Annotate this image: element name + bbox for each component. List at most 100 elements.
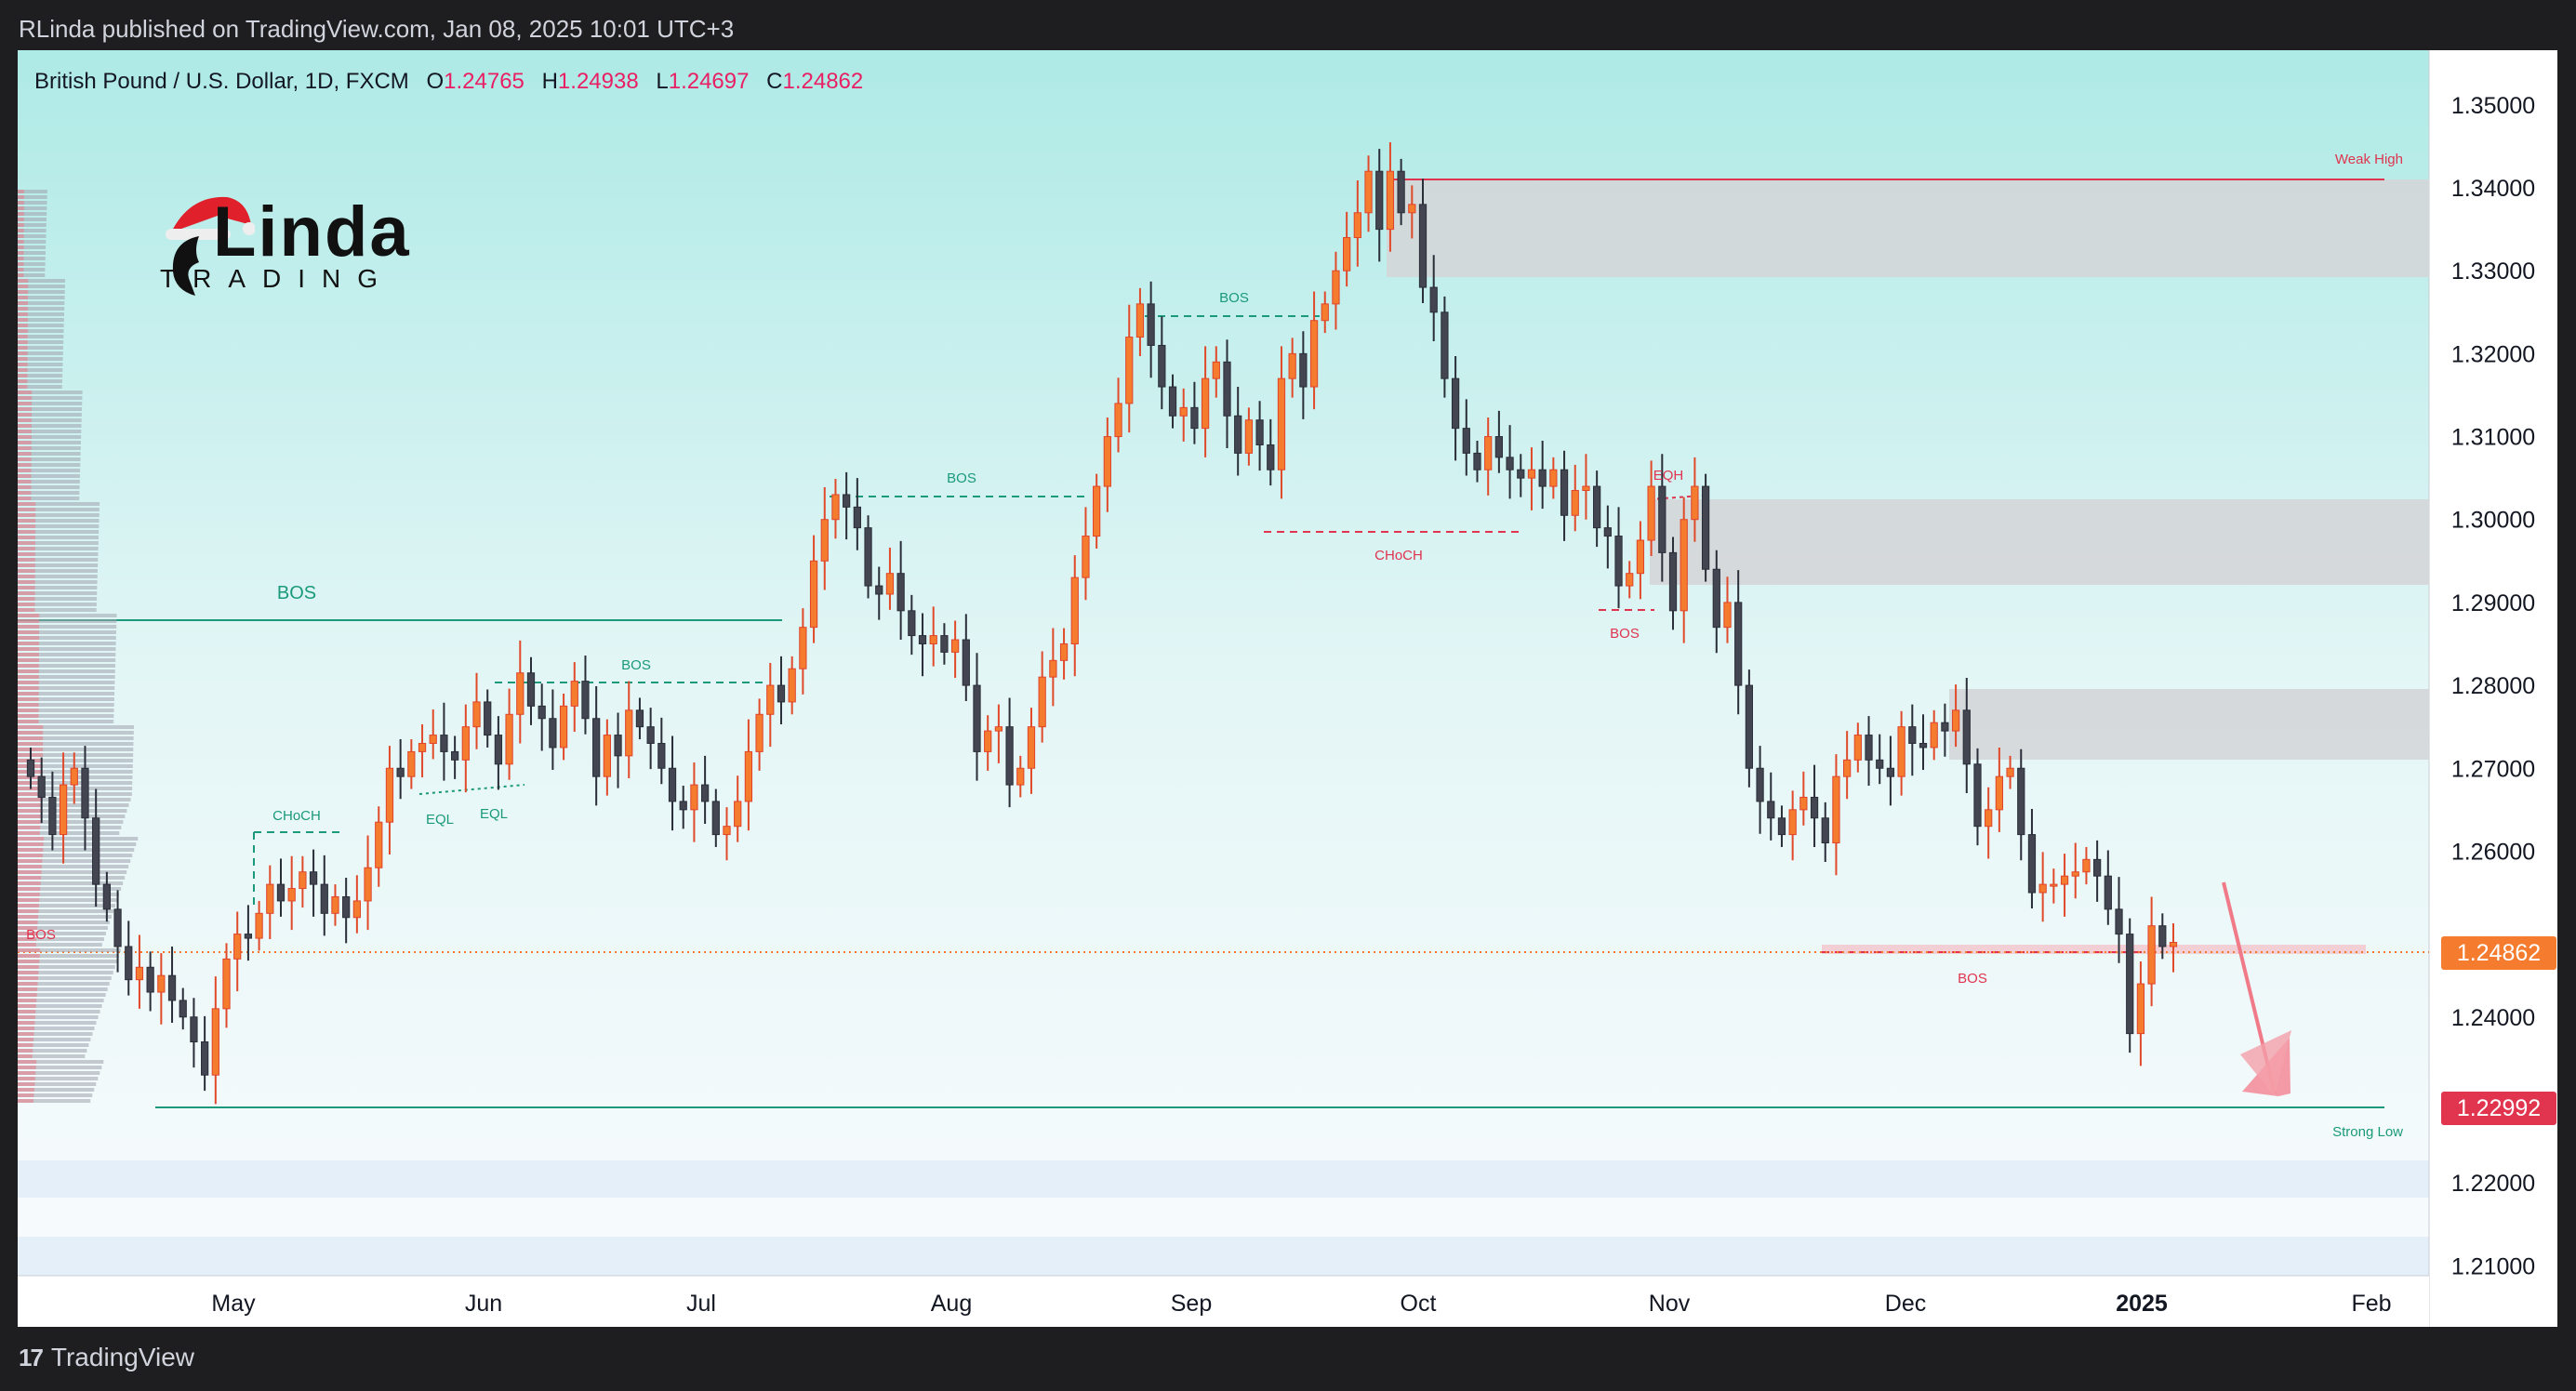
candle-bullish (1386, 170, 1395, 231)
candle-bullish (690, 784, 698, 811)
tradingview-footer[interactable]: 17 TradingView (19, 1343, 194, 1372)
volume-profile-bar (18, 251, 46, 255)
candle-bearish (1538, 469, 1547, 487)
volume-profile-bar (18, 753, 134, 757)
volume-profile-bar (18, 335, 64, 338)
volume-profile-bar-sell (18, 480, 32, 484)
candle-bearish (1810, 796, 1819, 819)
woman-silhouette-icon (172, 236, 199, 296)
volume-profile-bar-sell (18, 597, 35, 601)
volume-profile-bar-sell (18, 452, 32, 456)
candle-bearish (908, 610, 916, 637)
volume-profile-bar (18, 759, 133, 762)
candle-bullish (233, 934, 242, 960)
volume-profile-bar (18, 212, 47, 216)
candle-bearish (342, 895, 351, 919)
candle-bullish (1309, 320, 1319, 388)
candle-bullish (788, 668, 796, 703)
volume-profile-bar (18, 697, 114, 701)
candle-bearish (2027, 834, 2037, 894)
candle-bullish (734, 801, 742, 828)
volume-profile-bar (18, 921, 110, 924)
volume-profile-bar (18, 1066, 102, 1069)
chart-panel[interactable]: Weak High Strong Low BOS CHoCH BOS BOS B… (18, 50, 2557, 1327)
candle-bullish (407, 750, 416, 777)
volume-profile-bar-sell (18, 491, 32, 495)
volume-profile-bar (18, 312, 65, 316)
volume-profile-bar (18, 569, 98, 573)
candle-bullish (1288, 352, 1296, 379)
volume-profile-bar-sell (18, 519, 36, 523)
volume-profile-bar-sell (18, 290, 29, 294)
volume-profile-bar-sell (18, 1066, 36, 1069)
candle-bearish (700, 784, 710, 802)
volume-profile-bar-sell (18, 430, 32, 433)
volume-profile-bar (18, 714, 114, 718)
volume-profile-bar-sell (18, 363, 28, 366)
symbol-title[interactable]: British Pound / U.S. Dollar, 1D, FXCM (34, 69, 409, 94)
volume-profile-bar (18, 932, 106, 935)
volume-profile-bar-sell (18, 251, 24, 255)
candle-bearish (1712, 568, 1720, 629)
volume-profile-bar-sell (18, 1071, 36, 1075)
chart-canvas[interactable]: Weak High Strong Low BOS CHoCH BOS BOS B… (18, 50, 2557, 1327)
volume-profile-bar (18, 591, 98, 595)
candle-bearish (1462, 428, 1470, 454)
candle-bearish (2126, 934, 2134, 1035)
eql-line (418, 784, 525, 795)
volume-profile-bar-sell (18, 815, 42, 818)
volume-profile-bar (18, 703, 114, 707)
candle-bearish (167, 974, 177, 1001)
volume-profile-bar (18, 586, 98, 590)
volume-profile-bar-sell (18, 837, 45, 841)
ohlc-low: 1.24697 (668, 69, 750, 94)
volume-profile-bar (18, 435, 82, 439)
ohlc-open: 1.24765 (444, 69, 524, 94)
candle-bullish (929, 635, 937, 644)
time-axis-labels: May Jun Jul Aug Sep Oct Nov Dec 2025 Feb (211, 1291, 2391, 1317)
candle-bearish (450, 750, 459, 761)
time-label: Aug (931, 1291, 972, 1317)
volume-profile-bar (18, 474, 80, 478)
candle-bullish (1832, 775, 1840, 844)
volume-profile-bar (18, 324, 64, 327)
time-axis-panel[interactable] (18, 1276, 2429, 1327)
candle-bullish (744, 750, 753, 802)
volume-profile-bar (18, 603, 97, 606)
volume-profile-bar-sell (18, 1021, 35, 1025)
candle-bearish (113, 908, 122, 947)
volume-profile-bar-sell (18, 1082, 35, 1086)
candle-bearish (2158, 925, 2167, 947)
price-axis-ticks: 1.35000 1.34000 1.33000 1.32000 1.31000 1.300… (2451, 93, 2535, 1279)
volume-profile-bar (18, 413, 82, 417)
volume-profile-bar-sell (18, 1099, 34, 1103)
candle-bearish (92, 817, 100, 885)
volume-profile-bar-sell (18, 234, 24, 238)
candle-bullish (1853, 735, 1862, 761)
tradingview-logo-icon: 17 (19, 1343, 44, 1371)
candle-bearish (1234, 415, 1242, 454)
volume-profile-bar-sell (18, 932, 37, 935)
volume-profile-bar-sell (18, 898, 40, 902)
candle-bullish (1125, 337, 1134, 404)
volume-profile-bar-sell (18, 201, 24, 205)
candle-bullish (2060, 875, 2069, 885)
volume-profile-bar-sell (18, 407, 33, 411)
time-label: Jul (686, 1291, 716, 1317)
candle-bullish (1103, 436, 1111, 487)
choch-label-red: CHoCH (1374, 548, 1423, 563)
volume-profile-bar-sell (18, 658, 39, 662)
bos-label-red-dec: BOS (1958, 971, 1987, 987)
candlestick-series (26, 141, 2178, 1105)
volume-profile-bar (18, 692, 115, 696)
volume-profile-bar (18, 893, 120, 896)
volume-profile-bar-sell (18, 229, 24, 232)
time-label: Jun (465, 1291, 502, 1317)
candle-bearish (1494, 436, 1504, 458)
candle-bullish (287, 888, 296, 902)
candle-bearish (179, 1000, 187, 1018)
volume-profile-bar-sell (18, 324, 28, 327)
volume-profile-bar-sell (18, 469, 32, 472)
volume-profile-bar (18, 552, 99, 556)
volume-profile-bar (18, 619, 117, 623)
